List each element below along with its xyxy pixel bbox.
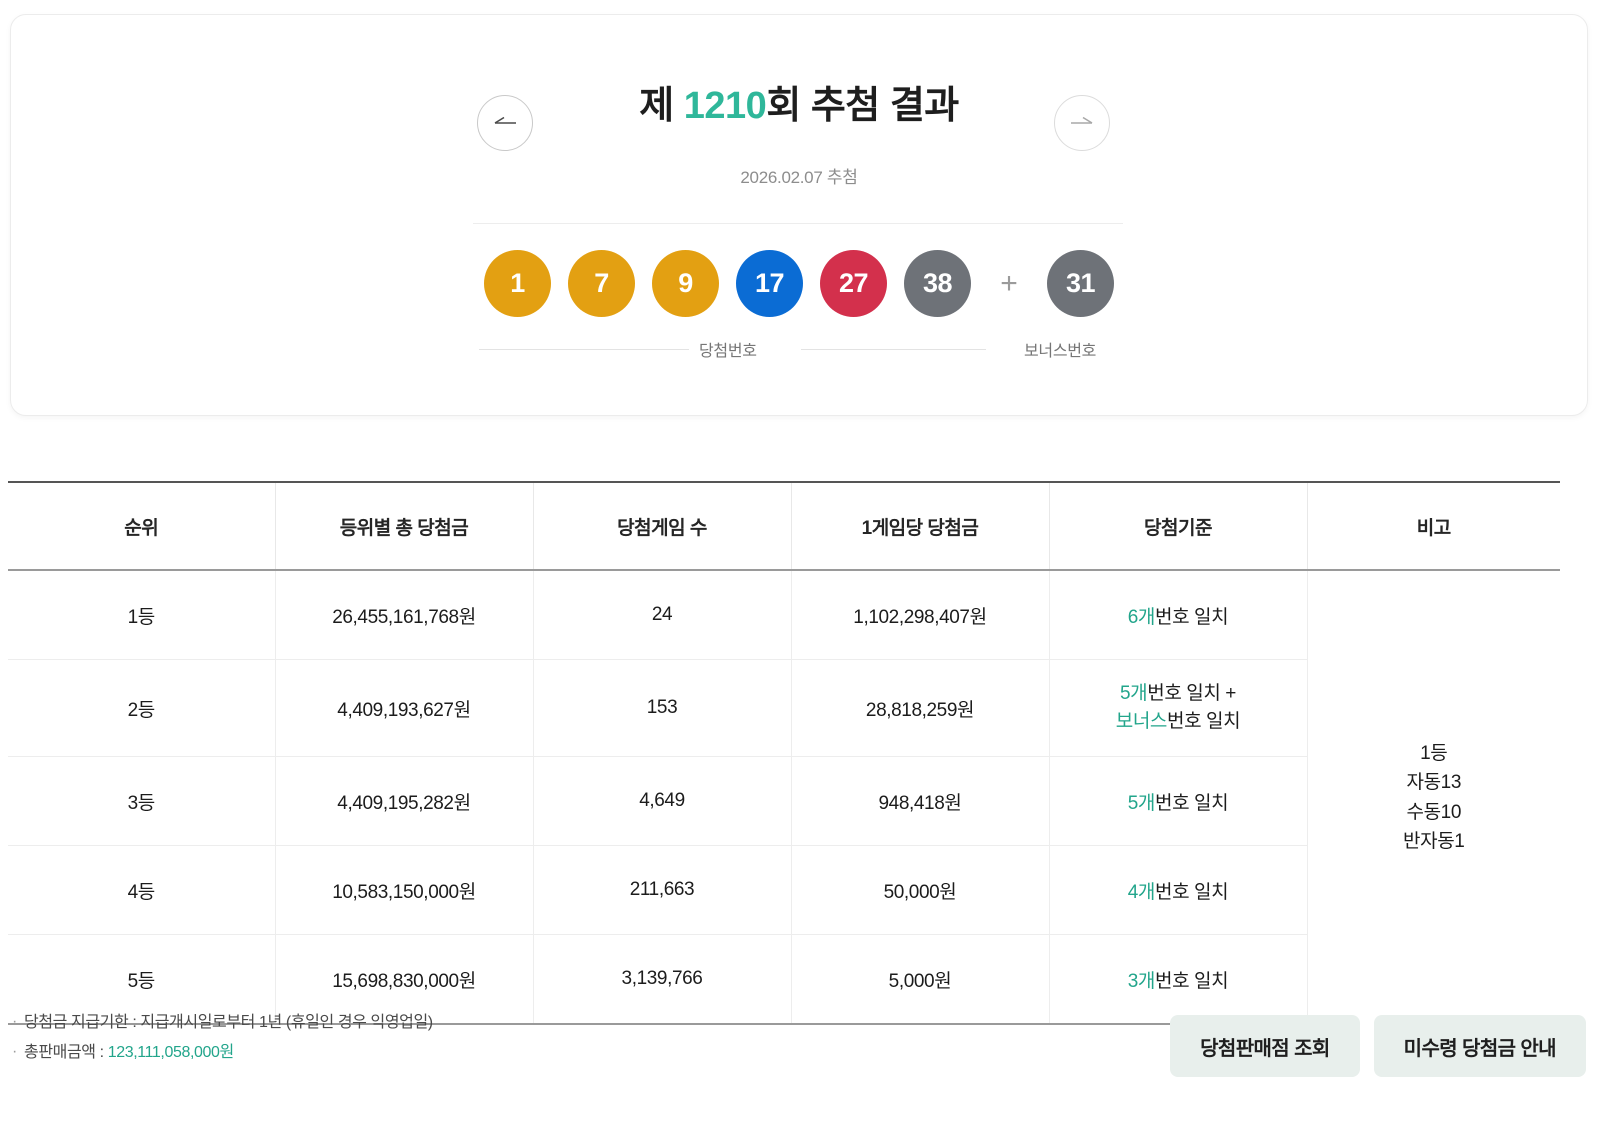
bonus-ball: 31 [1047,250,1114,317]
criteria-rest: 번호 일치 [1155,970,1229,992]
cell-rank: 4등 [8,845,275,935]
ball-captions: 당첨번호 보너스번호 [11,337,1587,361]
cell-criteria: 5개번호 일치 [1048,756,1307,846]
criteria-rest-2: 번호 일치 [1167,711,1241,732]
criteria-rest: 번호 일치 [1155,792,1229,814]
header-winning-games: 당첨게임 수 [532,481,791,571]
round-number: 1210 [683,85,767,127]
plus-icon: + [1000,266,1018,300]
table-header-row: 순위 등위별 총 당첨금 당첨게임 수 1게임당 당첨금 당첨기준 비고 [8,481,1560,571]
prize-breakdown-table: 순위 등위별 총 당첨금 당첨게임 수 1게임당 당첨금 당첨기준 비고 1등 … [8,481,1560,1025]
cell-prize-per-game: 5,000원 [790,934,1049,1025]
arrow-left-icon [494,116,516,124]
note-line-2: 자동13 [1406,772,1462,794]
note-line-4: 반자동1 [1403,830,1465,852]
cell-total-prize: 10,583,150,000원 [274,845,533,935]
card-divider [473,223,1123,224]
table-row: 4등 10,583,150,000원 211,663 50,000원 4개번호 … [8,845,1560,935]
title-suffix: 회 추첨 결과 [766,85,959,127]
caption-rule-left [479,349,689,350]
winning-ball-6: 38 [904,250,971,317]
draw-date: 2026.02.07 추첨 [740,168,858,187]
winning-ball-4: 17 [736,250,803,317]
cell-total-prize: 4,409,195,282원 [274,756,533,846]
header-criteria: 당첨기준 [1048,481,1307,571]
winning-numbers-label: 당첨번호 [699,343,757,360]
draw-header: 제 1210회 추첨 결과 2026.02.07 추첨 [11,15,1587,187]
winning-store-lookup-button[interactable]: 당첨판매점 조회 [1170,1015,1360,1077]
criteria-rest: 번호 일치 [1155,881,1229,903]
table-row: 3등 4,409,195,282원 4,649 948,418원 5개번호 일치 [8,756,1560,846]
criteria-rest: 번호 일치 [1155,606,1229,628]
unclaimed-prize-info-button[interactable]: 미수령 당첨금 안내 [1373,1015,1586,1077]
cell-prize-per-game: 28,818,259원 [790,659,1049,757]
next-round-button[interactable] [1054,95,1110,151]
header-prize-per-game: 1게임당 당첨금 [790,481,1049,571]
caption-rule-right [801,349,986,350]
winning-ball-5: 27 [820,250,887,317]
cell-winning-games: 3,139,766 [532,934,791,1025]
cell-rank: 1등 [8,570,275,660]
cell-winning-games: 211,663 [532,845,791,935]
criteria-accent: 5개 [1127,792,1156,814]
total-sales-value: 123,111,058,000원 [107,1043,234,1061]
cell-prize-per-game: 50,000원 [790,845,1049,935]
total-sales-label: 총판매금액 : [24,1043,108,1061]
table-row: 2등 4,409,193,627원 153 28,818,259원 5개번호 일… [8,659,1560,757]
cell-winning-games: 153 [532,659,791,757]
header-note: 비고 [1306,481,1560,571]
footer-notes: 당첨금 지급기한 : 지급개시일로부터 1년 (휴일인 경우 익영업일) 총판매… [10,1007,433,1068]
header-rank: 순위 [8,481,275,571]
cell-total-prize: 26,455,161,768원 [274,570,533,660]
cell-prize-per-game: 1,102,298,407원 [790,570,1049,660]
cell-total-prize: 4,409,193,627원 [274,659,533,757]
previous-round-button[interactable] [477,95,533,151]
note-total-sales: 총판매금액 : 123,111,058,000원 [10,1037,433,1068]
winning-ball-3: 9 [652,250,719,317]
cell-winning-games: 4,649 [532,756,791,846]
bonus-number-label: 보너스번호 [1024,343,1097,360]
criteria-accent: 6개 [1127,606,1156,628]
cell-winning-games: 24 [532,570,791,660]
page-title: 제 1210회 추첨 결과 [11,87,1587,125]
cell-prize-per-game: 948,418원 [790,756,1049,846]
title-prefix: 제 [639,85,684,127]
table-row: 1등 26,455,161,768원 24 1,102,298,407원 6개번… [8,570,1560,1024]
criteria-accent: 4개 [1127,881,1156,903]
winning-ball-2: 7 [568,250,635,317]
criteria-rest: 번호 일치 + [1147,682,1237,704]
cell-criteria: 6개번호 일치 [1048,570,1307,660]
winning-numbers-row: 1 7 9 17 27 38 + 31 [11,250,1587,317]
note-line-3: 수동10 [1406,801,1462,823]
note-line-1: 1등 [1420,742,1448,764]
criteria-accent: 5개 [1119,682,1148,704]
draw-result-card: 제 1210회 추첨 결과 2026.02.07 추첨 1 7 9 17 27 … [10,14,1588,416]
winning-ball-1: 1 [484,250,551,317]
cell-criteria: 4개번호 일치 [1048,845,1307,935]
note-payment-deadline: 당첨금 지급기한 : 지급개시일로부터 1년 (휴일인 경우 익영업일) [10,1007,433,1038]
cell-criteria: 3개번호 일치 [1048,934,1307,1025]
cell-rank: 2등 [8,659,275,757]
footer-actions: 당첨판매점 조회 미수령 당첨금 안내 [1170,1015,1586,1077]
cell-note: 1등 자동13 수동10 반자동1 [1306,570,1560,1024]
cell-criteria: 5개번호 일치 + 보너스번호 일치 [1048,659,1307,757]
criteria-accent: 3개 [1127,970,1156,992]
arrow-right-icon [1071,116,1093,124]
criteria-accent-2: 보너스 [1115,711,1168,732]
cell-rank: 3등 [8,756,275,846]
header-total-prize: 등위별 총 당첨금 [274,481,533,571]
